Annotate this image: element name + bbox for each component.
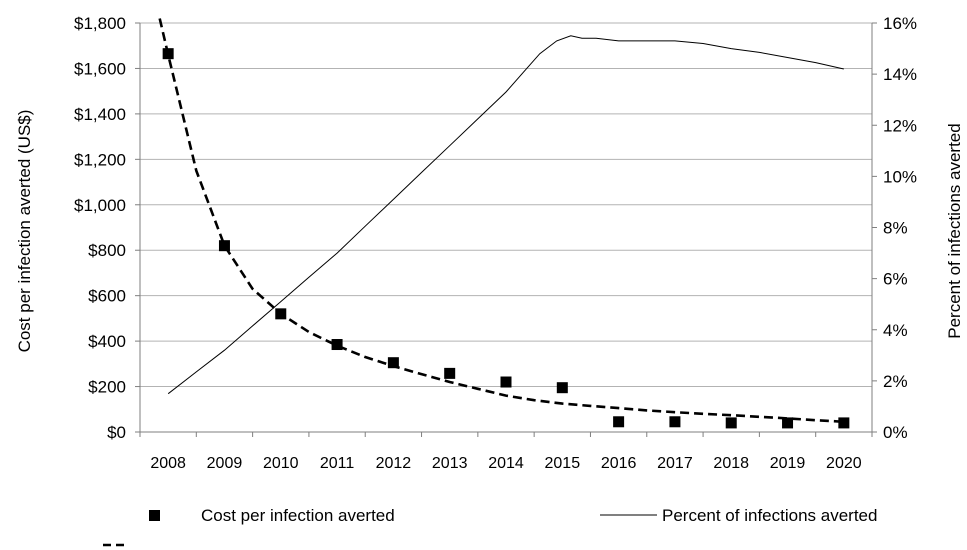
- left-axis-label: Cost per infection averted (US$): [15, 110, 34, 353]
- cost-marker-2019: [782, 417, 794, 429]
- cost-marker-2008: [162, 48, 174, 60]
- right-tick-label: 16%: [883, 14, 917, 33]
- x-tick-label: 2020: [826, 455, 862, 472]
- series-layer: [158, 18, 850, 429]
- x-tick-label: 2018: [713, 455, 749, 472]
- cost-marker-2016: [613, 416, 625, 428]
- legend-label-cost: Cost per infection averted: [201, 506, 395, 525]
- x-tick-label: 2017: [657, 455, 693, 472]
- left-tick-label: $200: [88, 378, 126, 397]
- x-tick-label: 2010: [263, 455, 299, 472]
- cost-marker-2011: [331, 339, 343, 351]
- right-tick-label: 6%: [883, 270, 908, 289]
- right-tick-label: 10%: [883, 167, 917, 186]
- x-tick-label: 2016: [601, 455, 637, 472]
- x-tick-label: 2008: [150, 455, 186, 472]
- cost-trend-dashed-line: [158, 18, 844, 424]
- cost-marker-2018: [725, 417, 737, 429]
- gridlines: [140, 22, 872, 388]
- x-tick-label: 2012: [376, 455, 412, 472]
- left-tick-label: $800: [88, 241, 126, 260]
- cost-marker-2015: [556, 382, 568, 394]
- legend-label-percent: Percent of infections averted: [662, 506, 877, 525]
- left-tick-label: $1,000: [74, 196, 126, 215]
- cost-marker-2009: [218, 240, 230, 252]
- right-tick-label: 4%: [883, 321, 908, 340]
- right-tick-label: 12%: [883, 116, 917, 135]
- x-tick-label: 2015: [545, 455, 581, 472]
- right-axis-ticks: 0% 2% 4% 6% 8% 10% 12% 14% 16%: [872, 14, 917, 442]
- right-tick-label: 14%: [883, 65, 917, 84]
- percent-averted-line: [167, 35, 844, 395]
- x-axis-ticks: 2008 2009 2010 2011 2012 2013 2014 2015 2016 2017…: [139, 432, 873, 472]
- left-axis-ticks: $0 $200 $400 $600 $800 $1,000 $1,200 $1,400 $1,6…: [74, 14, 140, 442]
- left-tick-label: $1,400: [74, 105, 126, 124]
- legend-square-marker: [149, 510, 160, 521]
- left-tick-label: $1,800: [74, 14, 126, 33]
- plot-frame: [139, 23, 873, 433]
- x-tick-label: 2014: [488, 455, 524, 472]
- cost-marker-2012: [387, 357, 399, 369]
- x-tick-label: 2011: [320, 455, 355, 472]
- cost-marker-2014: [500, 376, 512, 388]
- left-tick-label: $1,600: [74, 59, 126, 78]
- right-tick-label: 0%: [883, 423, 908, 442]
- legend: Cost per infection averted Percent of in…: [103, 506, 877, 547]
- right-axis-label: Percent of infections averted: [945, 123, 964, 338]
- right-tick-label: 2%: [883, 372, 908, 391]
- right-tick-label: 8%: [883, 219, 908, 238]
- cost-marker-2017: [669, 416, 681, 428]
- left-tick-label: $400: [88, 332, 126, 351]
- cost-marker-2013: [444, 367, 456, 379]
- x-tick-label: 2009: [207, 455, 243, 472]
- left-tick-label: $1,200: [74, 150, 126, 169]
- x-tick-label: 2013: [432, 455, 468, 472]
- cost-marker-2020: [838, 417, 850, 429]
- cost-marker-2010: [275, 308, 287, 320]
- x-tick-label: 2019: [770, 455, 806, 472]
- left-tick-label: $600: [88, 287, 126, 306]
- left-tick-label: $0: [107, 423, 126, 442]
